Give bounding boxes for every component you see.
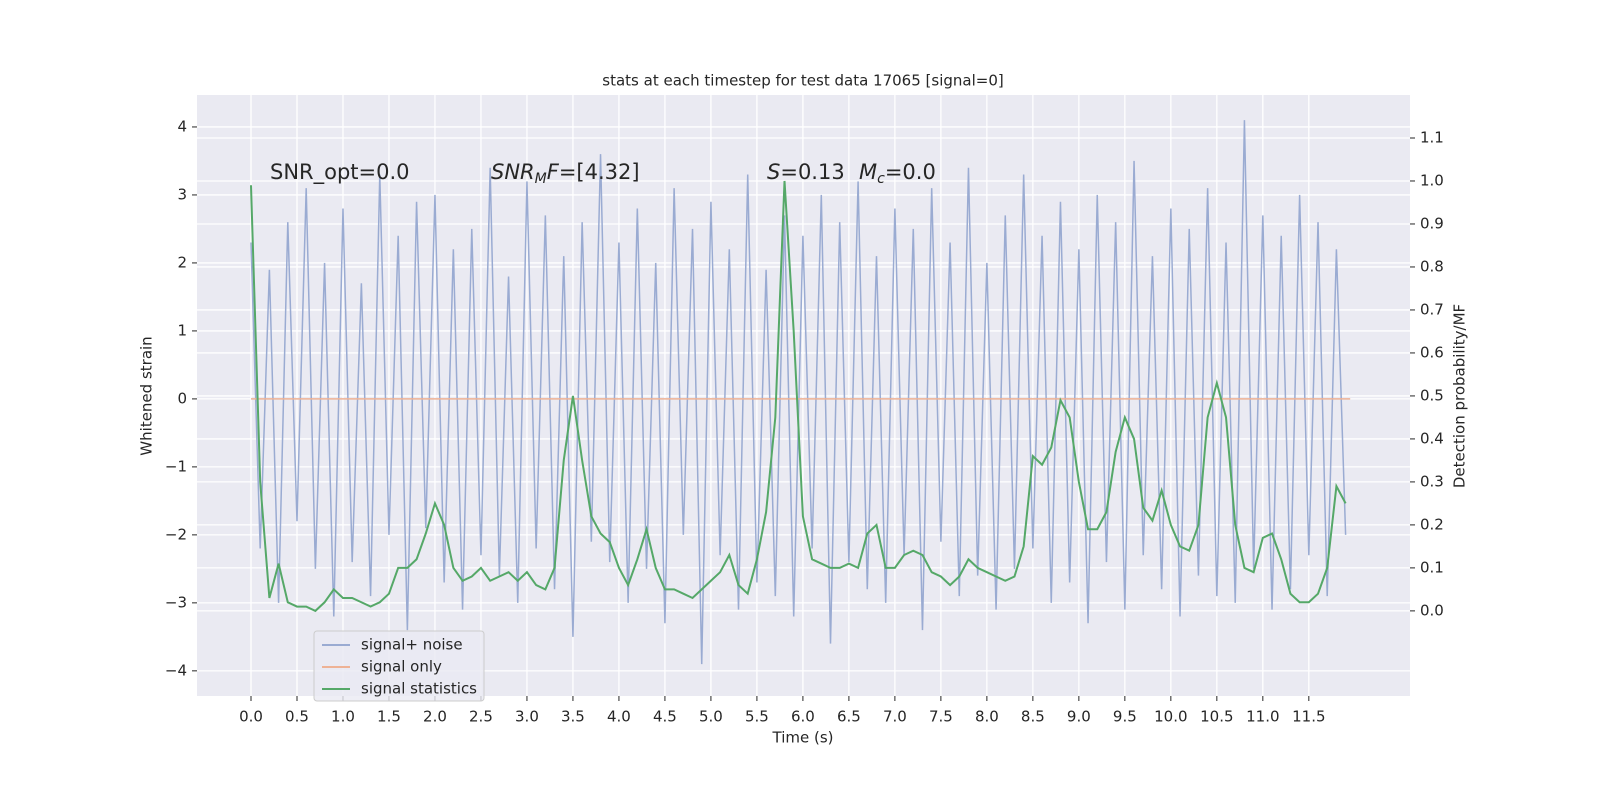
y-tick-label: 3 [177, 185, 187, 203]
x-tick-label: 4.0 [607, 708, 631, 726]
legend-label: signal statistics [361, 680, 477, 698]
annotation: SNR_opt=0.0 [270, 160, 410, 185]
x-tick-label: 7.5 [929, 708, 953, 726]
y2-tick-label: 0.3 [1420, 472, 1444, 490]
y-tick-label: 4 [177, 117, 187, 135]
x-tick-label: 11.5 [1292, 708, 1325, 726]
y-tick-label: −4 [165, 661, 187, 679]
annotation-part: M [535, 171, 547, 187]
y2-tick-label: 0.1 [1420, 558, 1444, 576]
x-tick-label: 8.5 [1021, 708, 1045, 726]
annotation-part: F [547, 160, 560, 184]
marks [249, 120, 1351, 665]
x-tick-label: 8.0 [975, 708, 999, 726]
annotation-part: SNR_opt=0.0 [270, 160, 410, 185]
labels: 0.0 0.5 1.0 1.5 2.0 2.5 3.0 3.5 4.0 4.5 5.0 5.5 6.0 6… [165, 117, 1444, 725]
legend-label: signal+ noise [361, 636, 463, 654]
y-tick-label: 0 [177, 389, 187, 407]
legend-label: signal only [361, 658, 442, 676]
y2-tick-label: 0.9 [1420, 214, 1444, 232]
x-tick-label: 0.0 [239, 708, 263, 726]
y2-tick-label: 0.7 [1420, 300, 1444, 318]
x-tick-label: 10.0 [1154, 708, 1187, 726]
y2-tick-label: 0.2 [1420, 515, 1444, 533]
y2-tick-label: 0.4 [1420, 429, 1444, 447]
annotation: Mc=0.0 [859, 160, 936, 187]
annotation: S=0.13 [767, 160, 845, 184]
x-tick-label: 9.5 [1113, 708, 1137, 726]
annotation-part: c [877, 171, 885, 187]
y2-axis-label: Detection probability/MF [1451, 304, 1469, 488]
series-line [249, 180, 1347, 613]
x-tick-label: 5.0 [699, 708, 723, 726]
x-tick-label: 2.5 [469, 708, 493, 726]
x-axis-label: Time (s) [772, 729, 834, 747]
y-tick-label: −3 [165, 593, 187, 611]
y2-tick-label: 1.1 [1420, 128, 1444, 146]
x-tick-label: 6.5 [837, 708, 861, 726]
annotation: SNRMF=[4.32] [491, 160, 640, 187]
x-tick-label: 3.0 [515, 708, 539, 726]
x-tick-label: 3.5 [561, 708, 585, 726]
y-tick-label: 1 [177, 321, 187, 339]
x-tick-label: 4.5 [653, 708, 677, 726]
x-tick-label: 11.0 [1246, 708, 1279, 726]
legend-box [313, 630, 485, 702]
chart-title: stats at each timestep for test data 170… [602, 72, 1003, 90]
annotation-part: M [859, 160, 877, 184]
y-tick-label: −1 [165, 457, 187, 475]
annotation-part: S [767, 160, 780, 184]
y2-tick-label: 0.5 [1420, 386, 1444, 404]
x-tick-label: 1.5 [377, 708, 401, 726]
annotation-part: =0.13 [780, 160, 844, 184]
y2-tick-label: 0.8 [1420, 257, 1444, 275]
y2-tick-label: 0.0 [1420, 601, 1444, 619]
y-axis-label: Whitened strain [138, 336, 156, 455]
x-tick-label: 0.5 [285, 708, 309, 726]
x-tick-label: 6.0 [791, 708, 815, 726]
y2-tick-label: 0.6 [1420, 343, 1444, 361]
x-tick-label: 2.0 [423, 708, 447, 726]
y-tick-label: −2 [165, 525, 187, 543]
x-tick-label: 1.0 [331, 708, 355, 726]
y2-tick-label: 1.0 [1420, 171, 1444, 189]
x-tick-label: 5.5 [745, 708, 769, 726]
annotation-part: SNR [491, 160, 535, 184]
x-tick-label: 9.0 [1067, 708, 1091, 726]
y-tick-label: 2 [177, 253, 187, 271]
x-tick-label: 7.0 [883, 708, 907, 726]
annotation-part: =[4.32] [559, 160, 640, 184]
annotation-part: =0.0 [885, 160, 936, 184]
x-tick-label: 10.5 [1200, 708, 1233, 726]
